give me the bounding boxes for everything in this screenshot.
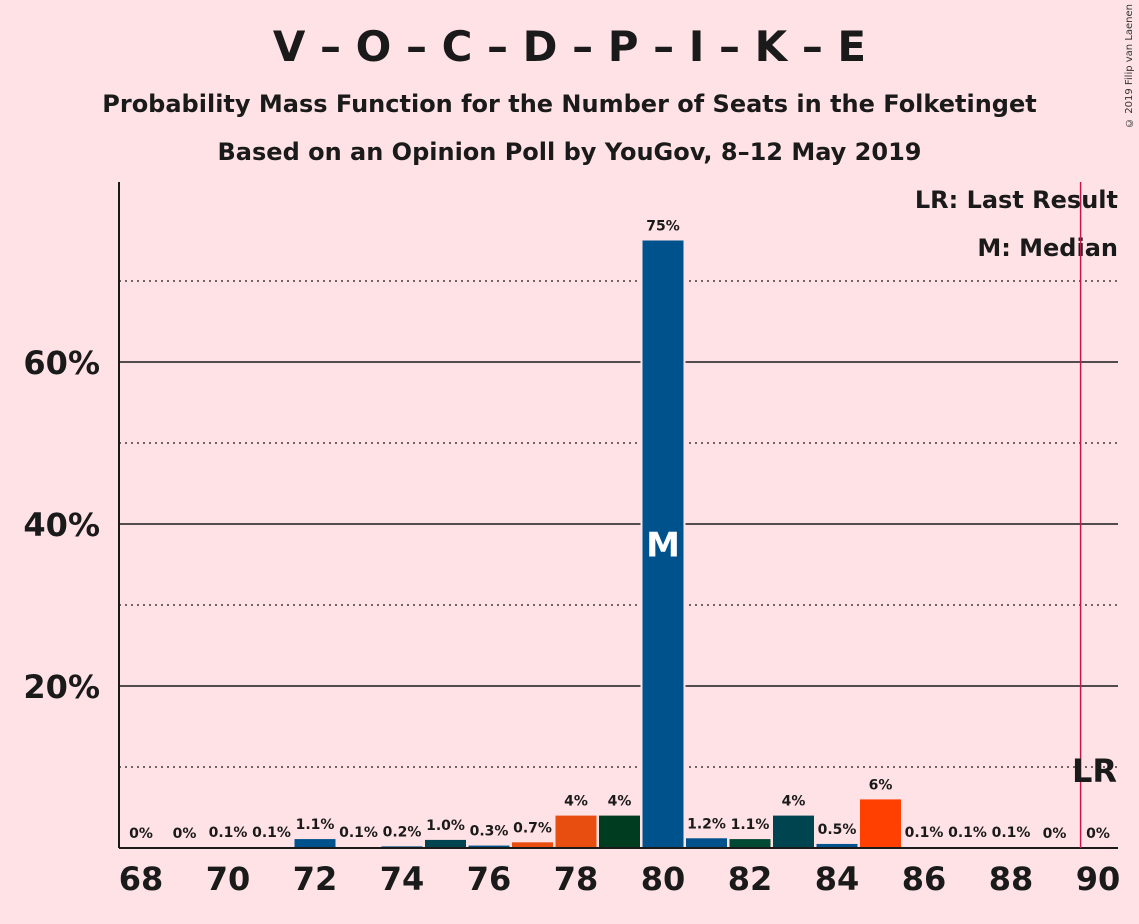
bar-outline bbox=[379, 844, 425, 848]
bar bbox=[642, 240, 684, 848]
bar bbox=[860, 799, 901, 848]
bar-value-label: 4% bbox=[782, 794, 806, 810]
bar bbox=[599, 815, 640, 848]
bar-outline bbox=[336, 845, 381, 848]
x-tick-label: 74 bbox=[380, 860, 425, 898]
bar-value-label: 4% bbox=[564, 794, 588, 810]
chart-title: V – O – C – D – P – I – K – E bbox=[272, 22, 867, 71]
x-tick-label: 80 bbox=[641, 860, 686, 898]
bar-value-label: 0.1% bbox=[992, 825, 1031, 841]
x-tick-label: 88 bbox=[989, 860, 1034, 898]
bar bbox=[686, 838, 727, 848]
bar bbox=[773, 815, 814, 848]
median-marker: M bbox=[646, 525, 680, 565]
bar-value-label: 1.0% bbox=[426, 818, 465, 834]
x-tick-label: 82 bbox=[728, 860, 773, 898]
x-tick-label: 84 bbox=[815, 860, 860, 898]
bar-value-label: 0.1% bbox=[252, 825, 291, 841]
bar-outline bbox=[205, 845, 251, 848]
chart-subtitle: Probability Mass Function for the Number… bbox=[102, 90, 1037, 118]
y-tick-label: 20% bbox=[23, 668, 100, 706]
bar-value-label: 0.1% bbox=[339, 825, 378, 841]
bar bbox=[468, 845, 510, 848]
bar bbox=[512, 842, 553, 848]
bar-value-label: 0.2% bbox=[383, 824, 422, 840]
last-result-marker: LR bbox=[1072, 752, 1117, 790]
bar-value-label: 0% bbox=[173, 826, 197, 842]
bar-outline bbox=[901, 845, 947, 848]
x-tick-label: 78 bbox=[554, 860, 599, 898]
bar-value-label: 0% bbox=[1086, 826, 1110, 842]
y-tick-label: 40% bbox=[23, 506, 100, 544]
x-tick-label: 72 bbox=[293, 860, 338, 898]
bar-value-label: 0% bbox=[1043, 826, 1067, 842]
bar-value-label: 4% bbox=[608, 794, 632, 810]
bar-outline bbox=[988, 845, 1034, 848]
bar-value-label: 0.3% bbox=[470, 824, 509, 840]
x-tick-label: 76 bbox=[467, 860, 512, 898]
bar-value-label: 6% bbox=[869, 777, 893, 793]
bar bbox=[294, 839, 336, 848]
y-tick-label: 60% bbox=[23, 344, 100, 382]
bar bbox=[816, 843, 858, 848]
legend-median: M: Median bbox=[977, 234, 1118, 262]
bar-value-label: 0% bbox=[129, 826, 153, 842]
x-tick-label: 70 bbox=[206, 860, 251, 898]
bar-value-label: 1.1% bbox=[731, 817, 770, 833]
bar-outline bbox=[249, 845, 294, 848]
bar-value-label: 1.2% bbox=[687, 816, 726, 832]
bar-value-label: 0.7% bbox=[513, 820, 552, 836]
bar-value-label: 0.5% bbox=[818, 822, 857, 838]
x-tick-label: 86 bbox=[902, 860, 947, 898]
bar bbox=[425, 839, 466, 848]
x-tick-label: 90 bbox=[1076, 860, 1121, 898]
bar-outline bbox=[945, 845, 990, 848]
bar bbox=[555, 815, 597, 848]
bar bbox=[729, 839, 771, 848]
bar-value-label: 0.1% bbox=[948, 825, 987, 841]
bar-value-label: 0.1% bbox=[209, 825, 248, 841]
x-tick-label: 68 bbox=[119, 860, 164, 898]
bar-value-label: 75% bbox=[646, 219, 680, 235]
chart-source-line: Based on an Opinion Poll by YouGov, 8–12… bbox=[217, 138, 922, 166]
bar-value-label: 1.1% bbox=[296, 817, 335, 833]
bar-value-label: 0.1% bbox=[905, 825, 944, 841]
legend-last-result: LR: Last Result bbox=[914, 186, 1118, 214]
